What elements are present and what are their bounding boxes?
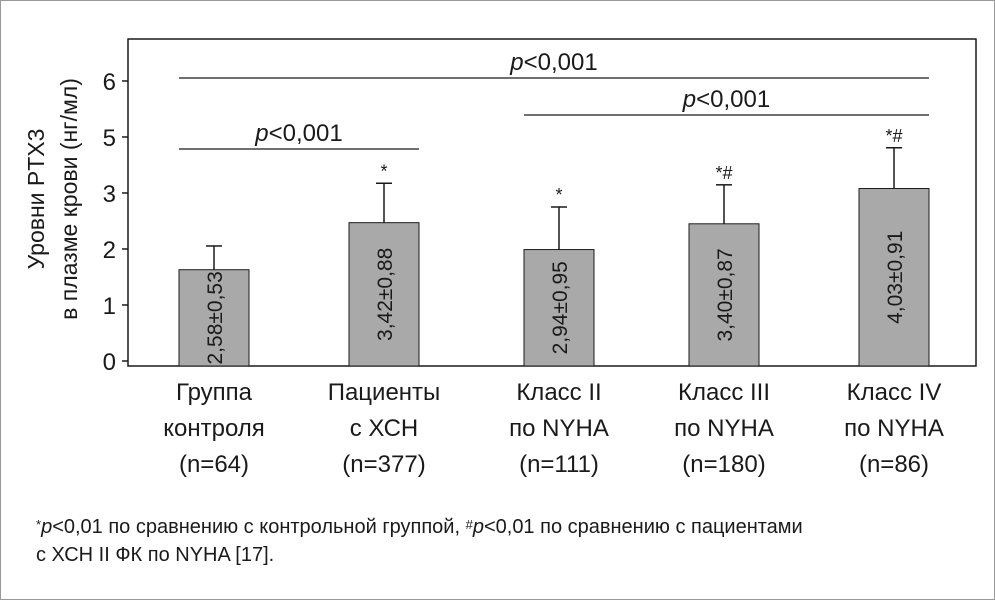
footnote-hash: #	[465, 517, 473, 532]
x-category-label: (n=111)	[519, 451, 599, 478]
y-tick-label: 2	[103, 237, 116, 264]
x-category-label: Класс II	[516, 379, 601, 406]
bar-value-label: 4,03±0,91	[884, 231, 907, 324]
bar-value-label: 3,42±0,88	[374, 248, 397, 341]
x-category-label: по NYHA	[674, 415, 774, 442]
footnote-asterisk: *	[36, 517, 42, 532]
x-category-label: (n=377)	[342, 451, 425, 478]
x-category-label: Класс III	[678, 379, 770, 406]
x-category-label: по NYHA	[509, 415, 609, 442]
x-category-label: (n=86)	[859, 451, 929, 478]
footnote-line-1: *p<0,01 по сравнению с контрольной групп…	[36, 516, 803, 538]
y-tick-label: 0	[103, 349, 116, 376]
x-category-label: контроля	[163, 415, 265, 442]
x-category-label: с ХСН	[350, 415, 419, 442]
footnote-p-2: p	[472, 516, 484, 538]
y-tick-label: 1	[103, 293, 116, 320]
significance-label: p<0,001	[254, 120, 342, 147]
significance-marker: *#	[885, 126, 902, 146]
footnote-p-1: p	[41, 516, 53, 538]
footnote: *p<0,01 по сравнению с контрольной групп…	[36, 513, 966, 569]
y-tick-label: 6	[103, 69, 116, 96]
x-category-label: Группа	[176, 379, 253, 406]
x-category-label: (n=64)	[179, 451, 249, 478]
y-axis-label-line: Уровни PTX3	[23, 129, 49, 270]
significance-marker: *	[380, 161, 387, 181]
bar-value-label: 2,94±0,95	[549, 261, 572, 354]
y-axis-label-line: в плазме крови (нг/мл)	[56, 78, 82, 320]
footnote-line-2: с ХСН II ФК по NYHA [17].	[36, 544, 275, 566]
bar	[523, 249, 595, 367]
x-category-label: Класс IV	[847, 379, 942, 406]
bar-chart: 0 1 2 3 5 6 Уровни PTX3 в плазме крови (нг/мл) 2…	[23, 38, 977, 478]
significance-marker: *	[555, 185, 562, 205]
significance-label: p<0,001	[509, 49, 597, 76]
significance-marker: *#	[715, 163, 732, 183]
footnote-text-2: <0,01 по сравнению с пациентами	[483, 516, 803, 538]
x-category-label: по NYHA	[844, 415, 944, 442]
bar	[688, 223, 760, 367]
bar-value-label: 2,58±0,53	[204, 271, 227, 364]
y-tick-label: 5	[103, 125, 116, 152]
bar-value-label: 3,40±0,87	[714, 248, 737, 341]
x-category-label: (n=180)	[682, 451, 765, 478]
footnote-text-1: <0,01 по сравнению с контрольной группой…	[52, 516, 466, 538]
significance-label: p<0,001	[682, 86, 770, 113]
y-tick-label: 3	[103, 181, 116, 208]
x-category-label: Пациенты	[328, 379, 441, 406]
